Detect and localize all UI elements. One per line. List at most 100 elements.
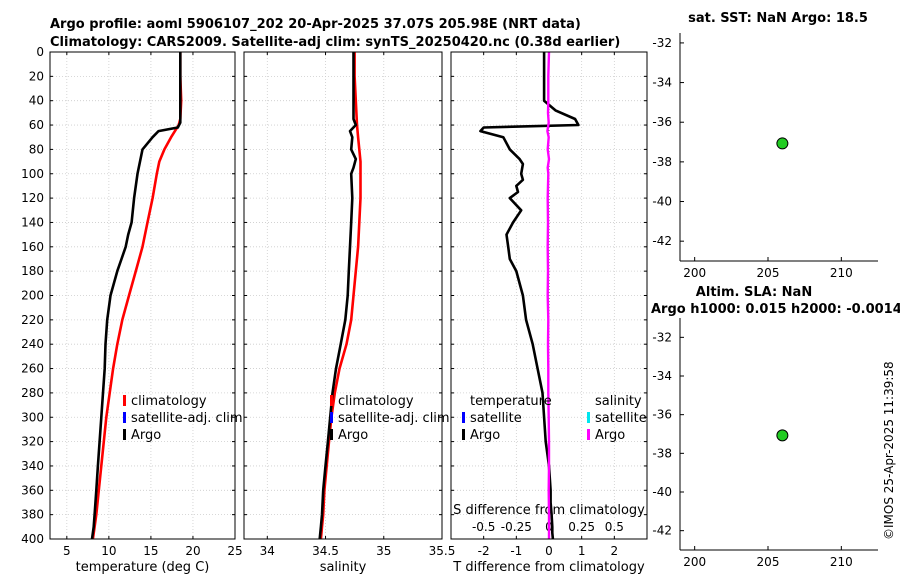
y-tick-label: 120: [21, 191, 44, 205]
y-tick-label: -34: [652, 76, 672, 90]
legend-swatch: [123, 429, 126, 440]
legend-swatch: [587, 429, 590, 440]
x-tick-label: 210: [830, 266, 853, 280]
difference-axes-frame: [450, 51, 648, 540]
y-tick-label: 20: [29, 69, 44, 83]
legend-label: Argo: [595, 428, 625, 443]
legend-swatch: [123, 395, 126, 406]
sla-map-title: Altim. SLA: NaN: [696, 285, 812, 300]
y-tick-label: 80: [29, 142, 44, 156]
x-tick-label: 0: [545, 544, 553, 558]
salinity-axes-frame: [243, 51, 443, 540]
y-tick-label: 400: [21, 532, 44, 546]
legend-swatch: [462, 429, 465, 440]
y-tick-label: 180: [21, 264, 44, 278]
legend-label: climatology: [131, 394, 207, 409]
x-tick-label: 34.5: [312, 544, 339, 558]
y-tick-label: -36: [652, 115, 672, 129]
y-tick-label: 360: [21, 483, 44, 497]
y-tick-label: 220: [21, 313, 44, 327]
series-line-argo: [90, 52, 182, 540]
x-tick-label: 35: [376, 544, 391, 558]
temperature-panel: 0 20 40 60 80 100 120 140 160 180 200 220 240 260 280 3…: [21, 45, 243, 575]
y-tick-label: -32: [652, 330, 672, 344]
sst-map-title: sat. SST: NaN Argo: 18.5: [688, 11, 868, 26]
sla-map-panel: -32 -34 -36 -38 -40 -42 200 205 210: [652, 318, 878, 569]
x-tick-label: -1: [510, 544, 522, 558]
header-line-1: Argo profile: aoml 5906107_202 20-Apr-20…: [50, 17, 581, 32]
sst-map-panel: -32 -34 -36 -38 -40 -42 200 205 210: [652, 33, 878, 280]
y-tick-label: -40: [652, 195, 672, 209]
legend-label: satellite-adj. clim: [338, 411, 450, 426]
y-tick-label: 160: [21, 240, 44, 254]
y-tick-label: -32: [652, 36, 672, 50]
top-tick-label: 0.25: [568, 520, 595, 534]
y-tick-label: -42: [652, 524, 672, 538]
y-tick-label: 300: [21, 410, 44, 424]
y-tick-label: 280: [21, 386, 44, 400]
x-tick-label: 2: [611, 544, 619, 558]
x-tick-label: 10: [101, 544, 116, 558]
legend-swatch: [462, 412, 465, 423]
legend-swatch: [330, 412, 333, 423]
top-tick-label: -0.5: [472, 520, 495, 534]
y-tick-label: 260: [21, 362, 44, 376]
temperature-axes-frame: [49, 51, 236, 540]
x-tick-label: 25: [227, 544, 242, 558]
y-tick-label: -40: [652, 485, 672, 499]
legend-swatch: [330, 395, 333, 406]
timestamp-stamp: ©IMOS 25-Apr-2025 11:39:58: [882, 361, 896, 540]
y-tick-label: 60: [29, 118, 44, 132]
legend-label: Argo: [131, 428, 161, 443]
x-tick-label: 35.5: [429, 544, 456, 558]
top-tick-label: -0.25: [501, 520, 532, 534]
sla-map-subtitle: Argo h1000: 0.015 h2000: -0.0014: [651, 302, 900, 317]
x-tick-label: 200: [683, 555, 706, 569]
legend-label: climatology: [338, 394, 414, 409]
y-tick-label: 200: [21, 289, 44, 303]
x-axis-label: salinity: [320, 560, 367, 575]
x-tick-label: 205: [757, 266, 780, 280]
y-tick-label: -36: [652, 408, 672, 422]
profile-location-marker: [776, 137, 789, 150]
y-tick-label: 340: [21, 459, 44, 473]
x-tick-label: -2: [478, 544, 490, 558]
x-tick-label: 205: [757, 555, 780, 569]
y-tick-label: 140: [21, 215, 44, 229]
y-tick-label: 320: [21, 435, 44, 449]
x-axis-label: T difference from climatology: [452, 560, 645, 575]
y-tick-label: 240: [21, 337, 44, 351]
top-tick-label: 0.5: [605, 520, 624, 534]
y-tick-label: 40: [29, 94, 44, 108]
legend-swatch: [123, 412, 126, 423]
y-tick-label: 100: [21, 167, 44, 181]
x-axis-label: temperature (deg C): [76, 560, 210, 575]
legend-title-temperature: temperature: [470, 394, 552, 409]
x-tick-label: 20: [185, 544, 200, 558]
y-tick-label: -38: [652, 155, 672, 169]
y-tick-label: -38: [652, 446, 672, 460]
legend-label: satellite: [470, 411, 522, 426]
header-line-2: Climatology: CARS2009. Satellite-adj cli…: [50, 35, 620, 50]
y-tick-label: 380: [21, 508, 44, 522]
x-tick-label: 1: [578, 544, 586, 558]
x-tick-label: 200: [683, 266, 706, 280]
legend-label: satellite: [595, 411, 647, 426]
y-tick-label: -34: [652, 369, 672, 383]
legend-label: satellite-adj. clim: [131, 411, 243, 426]
y-tick-label: -42: [652, 234, 672, 248]
legend-title-salinity: salinity: [595, 394, 642, 409]
legend-swatch: [330, 429, 333, 440]
salinity-panel: 34 34.5 35 35.5 salinity climatology satellite…: [243, 51, 456, 575]
y-tick-label: 0: [36, 45, 44, 59]
series-line-argo: [318, 52, 358, 540]
x-tick-label: 210: [830, 555, 853, 569]
x-tick-label: 34: [260, 544, 275, 558]
profile-location-marker: [776, 429, 789, 442]
series-line-s-argo: [546, 51, 551, 539]
x-tick-label: 15: [143, 544, 158, 558]
x-tick-label: 5: [63, 544, 71, 558]
legend-label: Argo: [338, 428, 368, 443]
